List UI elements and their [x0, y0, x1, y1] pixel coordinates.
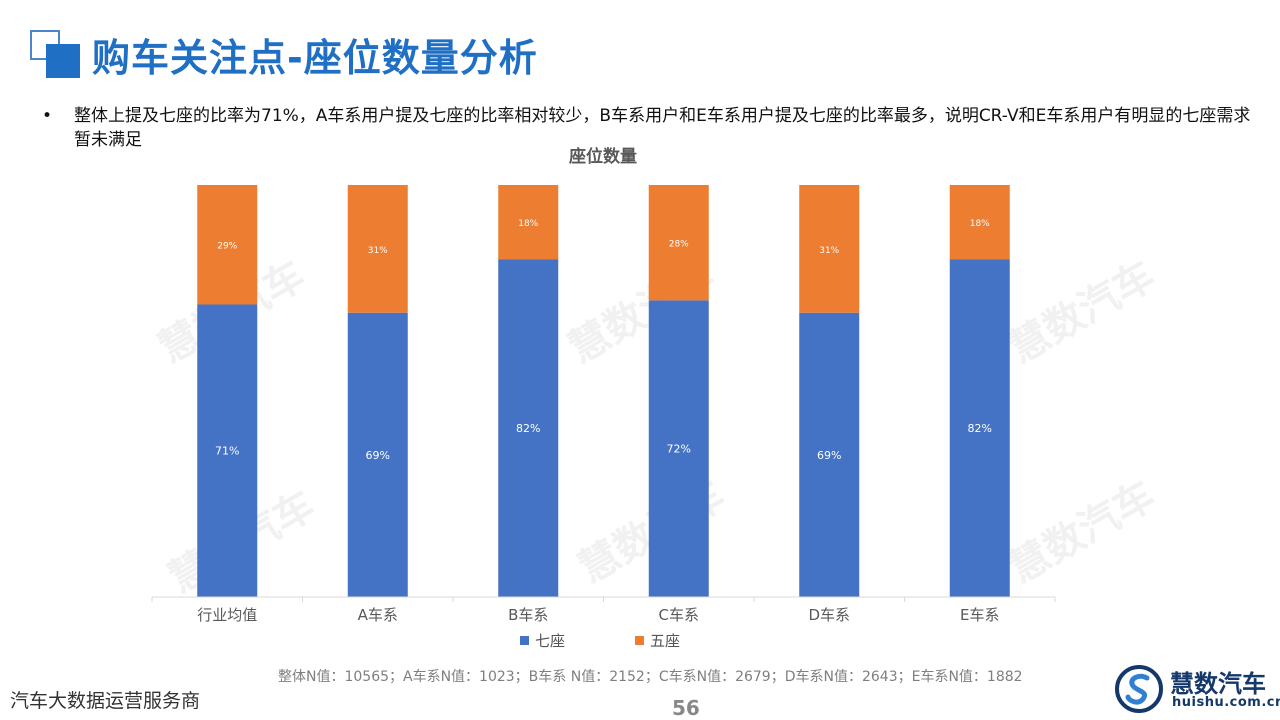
bullet-text: 整体上提及七座的比率为71%，A车系用户提及七座的比率相对较少，B车系用户和E车… [74, 106, 1251, 150]
data-label: 18% [970, 219, 990, 229]
bar-segment-five-seat [347, 185, 408, 313]
data-label: 31% [819, 246, 839, 256]
legend-label-seven-seat: 七座 [535, 632, 566, 650]
bar-segment-five-seat [648, 185, 709, 301]
title-decoration-square [46, 44, 80, 78]
data-label: 18% [518, 219, 538, 229]
legend-item-seven-seat: 七座 [520, 630, 565, 651]
data-label: 31% [368, 246, 388, 256]
legend-swatch-seven-seat [520, 636, 529, 645]
x-tick-label: C车系 [659, 606, 699, 624]
data-label: 69% [366, 449, 390, 462]
page-title: 购车关注点-座位数量分析 [92, 36, 538, 80]
bullet-point: • 整体上提及七座的比率为71%，A车系用户提及七座的比率相对较少，B车系用户和… [42, 104, 1262, 152]
data-label: 29% [217, 242, 237, 252]
page-number: 56 [672, 696, 700, 720]
x-tick-label: 行业均值 [197, 606, 257, 624]
x-tick-label: A车系 [358, 606, 398, 624]
data-label: 69% [817, 449, 841, 462]
data-label: 72% [667, 443, 691, 456]
bar-segment-seven-seat [648, 300, 709, 597]
legend-item-five-seat: 五座 [635, 630, 680, 651]
bar-segment-five-seat [197, 185, 258, 305]
bar-segment-seven-seat [347, 312, 408, 597]
x-tick-label: E车系 [960, 606, 999, 624]
bar-segment-five-seat [498, 185, 559, 260]
data-label: 82% [516, 422, 540, 435]
legend-label-five-seat: 五座 [650, 632, 681, 650]
logo-name: 慧数汽车 [1170, 670, 1266, 698]
bar-segment-seven-seat [197, 304, 258, 597]
data-label: 28% [669, 240, 689, 250]
bullet-marker: • [42, 106, 53, 126]
bar-segment-seven-seat [799, 312, 860, 597]
chart-title: 座位数量 [569, 147, 637, 167]
bar-segment-seven-seat [949, 259, 1010, 597]
legend-swatch-five-seat [635, 636, 645, 645]
chart-legend: 七座 五座 [520, 630, 680, 651]
data-label: 82% [968, 422, 992, 435]
huishu-logo-icon [1115, 665, 1163, 713]
bar-segment-five-seat [799, 185, 860, 313]
bar-segment-five-seat [949, 185, 1010, 260]
bar-segment-seven-seat [498, 259, 559, 597]
sample-size-footnote: 整体N值：10565；A车系N值：1023；B车系 N值：2152；C车系N值：… [278, 669, 1023, 685]
footer-tagline: 汽车大数据运营服务商 [10, 690, 201, 712]
logo-url: huishu.com.cn [1172, 695, 1280, 710]
x-tick-label: D车系 [808, 606, 850, 624]
data-label: 71% [215, 445, 239, 458]
x-tick-label: B车系 [508, 606, 548, 624]
